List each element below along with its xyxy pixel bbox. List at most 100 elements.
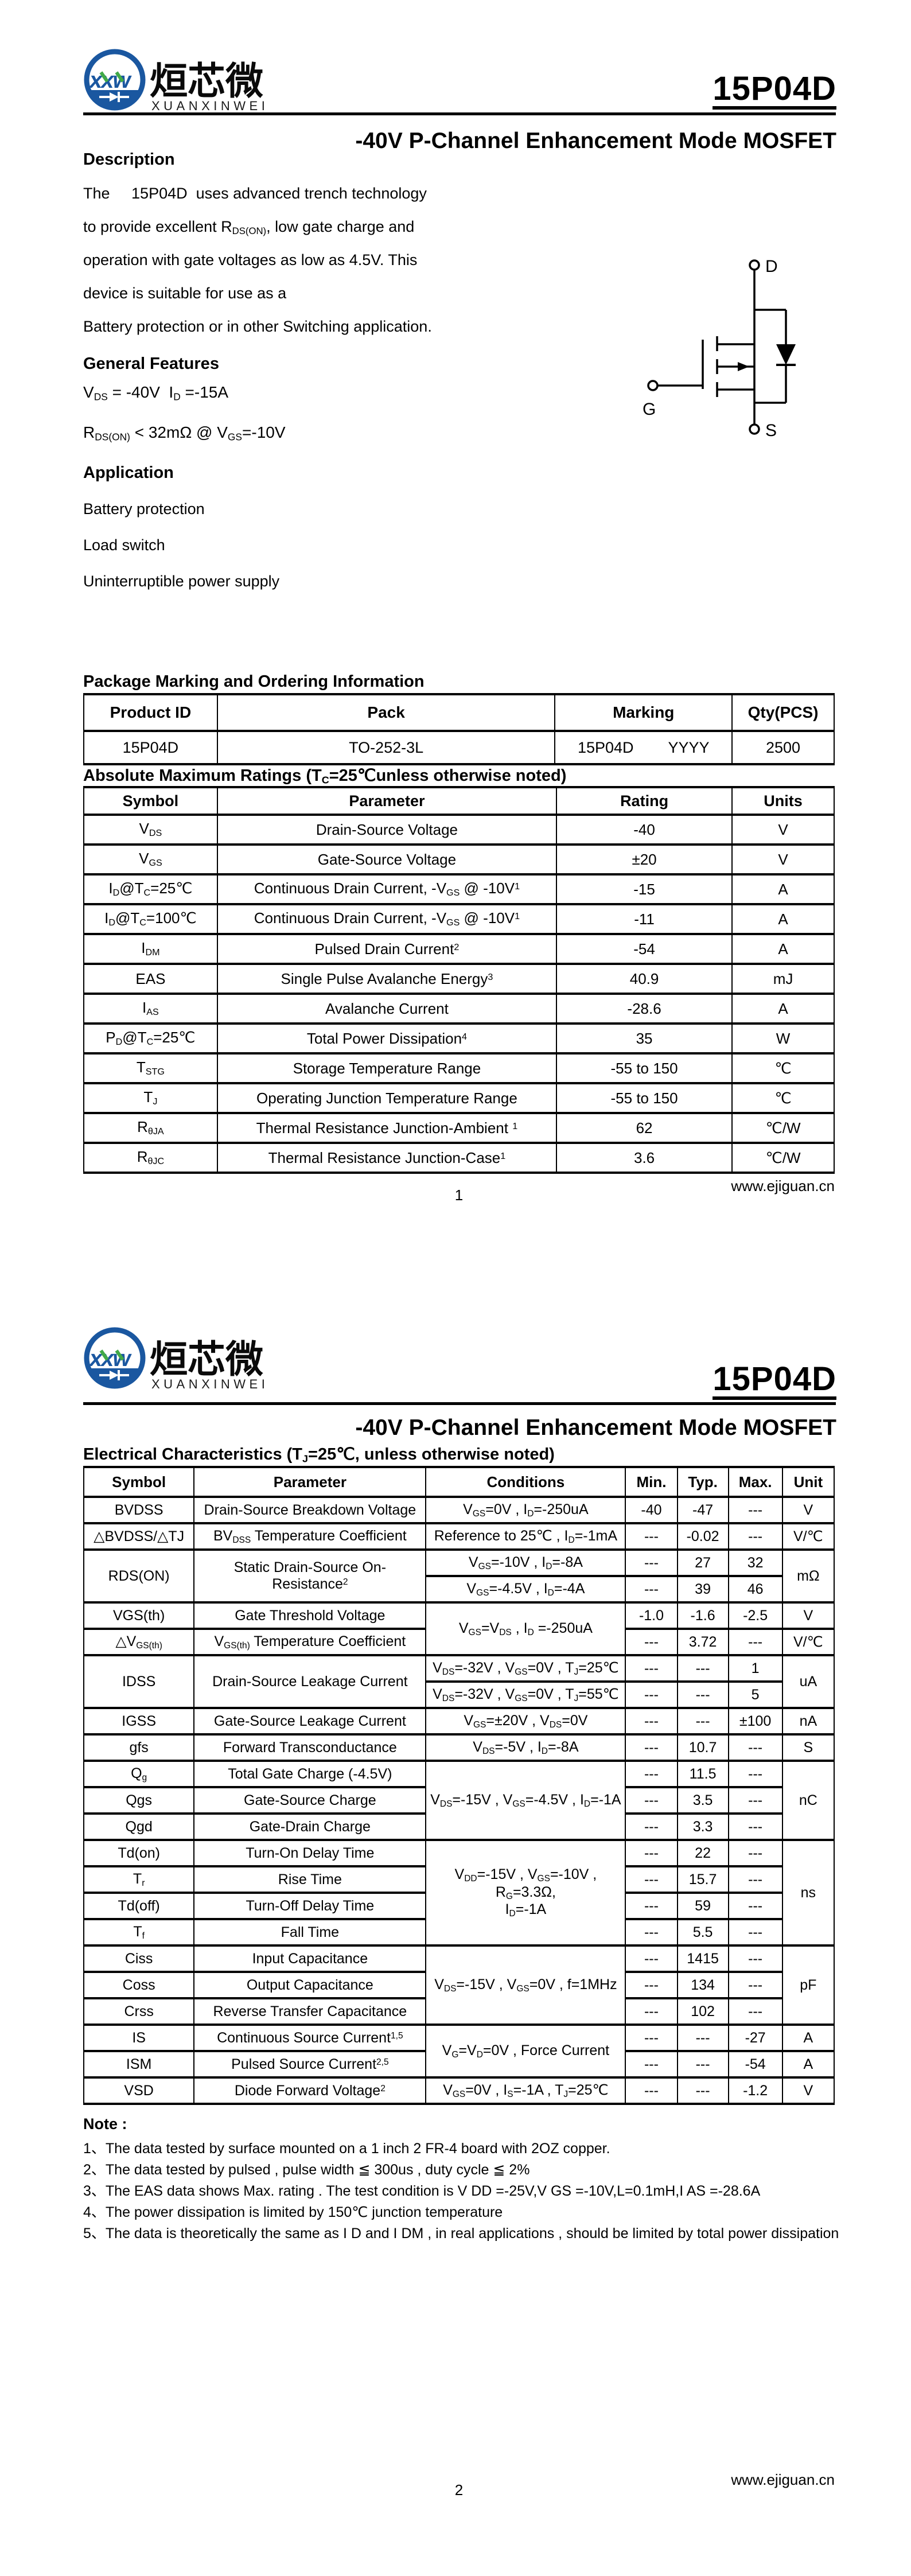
table-cell: --- bbox=[625, 1918, 678, 1947]
table-cell: 3.3 bbox=[676, 1812, 729, 1841]
text-line: device is suitable for use as a bbox=[83, 285, 287, 302]
table-row: IAS Avalanche Current -28.6 A bbox=[83, 993, 835, 1025]
table-cell: 1 bbox=[727, 1654, 783, 1683]
table-cell: --- bbox=[625, 1654, 678, 1683]
logo-ring-icon bbox=[84, 1327, 146, 1389]
table-cell: --- bbox=[727, 1839, 783, 1867]
page-number: 2 bbox=[454, 2481, 464, 2499]
table-cell: -47 bbox=[676, 1496, 729, 1524]
table-cell: --- bbox=[676, 2076, 729, 2105]
table-cell: Avalanche Current bbox=[216, 993, 558, 1025]
table-cell: Continuous Drain Current, -VGS @ -10V1 bbox=[216, 873, 558, 905]
text-line: 4、The power dissipation is limited by 15… bbox=[83, 2204, 503, 2220]
table-cell: Turn-On Delay Time bbox=[193, 1839, 427, 1867]
table-cell: Td(on) bbox=[83, 1839, 195, 1867]
table-row: EAS Single Pulse Avalanche Energy3 40.9 mJ bbox=[83, 963, 835, 995]
table-cell: 32 bbox=[727, 1548, 783, 1577]
column-header: Symbol bbox=[83, 786, 218, 816]
table-cell: Crss bbox=[83, 1997, 195, 2026]
table-cell: -55 to 150 bbox=[556, 1082, 733, 1114]
table-cell: VGS(th) bbox=[83, 1601, 195, 1630]
logo-green-accent-icon bbox=[99, 1349, 109, 1361]
table-cell: VDS=-5V , ID=-8A bbox=[425, 1733, 626, 1762]
table-cell: TO-252-3L bbox=[216, 730, 556, 765]
absolute-maximum-ratings-table: Symbol Parameter Rating Units VDS Drain-Sourc… bbox=[83, 786, 835, 1174]
table-cell: 5 bbox=[727, 1680, 783, 1709]
table-cell: --- bbox=[625, 1971, 678, 1999]
footer-website: www.ejiguan.cn bbox=[731, 1177, 835, 1194]
table-cell: --- bbox=[676, 2024, 729, 2052]
part-number: 15P04D bbox=[713, 72, 836, 110]
text-line: 2、The data tested by pulsed , pulse widt… bbox=[83, 2162, 530, 2178]
column-header: Pack bbox=[216, 693, 556, 732]
table-cell: IAS bbox=[83, 993, 218, 1025]
table-cell: VDS bbox=[83, 814, 218, 846]
table-cell: Pulsed Drain Current2 bbox=[216, 933, 558, 965]
brand-name-en: XUANXINWEI bbox=[151, 99, 268, 113]
logo-abbr: xxw bbox=[88, 68, 132, 93]
table-cell: Ciss bbox=[83, 1944, 195, 1973]
electrical-characteristics-table: Symbol Parameter Conditions Min. Typ. Max. Uni… bbox=[83, 1466, 835, 2105]
table-cell: A bbox=[731, 933, 835, 965]
table-header-row: Symbol Parameter Rating Units bbox=[83, 786, 835, 816]
brand-name-cn: 烜芯微 bbox=[150, 60, 263, 102]
application-text: Battery protection Load switch Uninterrupt… bbox=[83, 500, 559, 609]
table-cell: A bbox=[781, 2024, 835, 2052]
table-row: RDS(ON) Static Drain-Source On-Resistance… bbox=[83, 1548, 835, 1604]
table-cell: RDS(ON) bbox=[83, 1548, 195, 1604]
table-row: Crss Reverse Transfer Capacitance --- 102 --… bbox=[83, 1997, 834, 2026]
table-cell: Turn-Off Delay Time bbox=[193, 1892, 427, 1920]
footer-website: www.ejiguan.cn bbox=[731, 2471, 835, 2488]
description-text: The 15P04D uses advanced trench technolo… bbox=[83, 185, 559, 351]
table-cell: Gate-Source Leakage Current bbox=[193, 1707, 427, 1736]
table-row: ISM Pulsed Source Current2,5 --- --- -54 A bbox=[83, 2050, 835, 2079]
doc-subtitle: -40V P-Channel Enhancement Mode MOSFET bbox=[355, 129, 836, 153]
text-line: Battery protection or in other Switching… bbox=[83, 318, 432, 335]
table-row: gfs Forward Transconductance VDS=-5V , ID=… bbox=[83, 1733, 835, 1762]
table-cell: Tr bbox=[83, 1865, 195, 1894]
table-cell: 3.5 bbox=[676, 1786, 729, 1815]
table-cell: IDSS bbox=[83, 1654, 195, 1709]
logo-ring-icon bbox=[84, 49, 146, 111]
table-cell: Input Capacitance bbox=[193, 1944, 427, 1973]
table-cell: RθJA bbox=[83, 1112, 218, 1144]
table-row: Ciss Input Capacitance VDS=-15V , VGS=0V ,… bbox=[83, 1944, 835, 2026]
table-cell: 2500 bbox=[731, 730, 835, 765]
table-cell: V/℃ bbox=[781, 1522, 835, 1551]
column-header: Parameter bbox=[216, 786, 558, 816]
table-cell: ℃/W bbox=[731, 1112, 835, 1144]
table-cell: 10.7 bbox=[676, 1733, 729, 1762]
table-cell: 62 bbox=[556, 1112, 733, 1144]
section-title-description: Description bbox=[83, 150, 175, 169]
table-cell: Diode Forward Voltage2 bbox=[193, 2076, 427, 2105]
terminal-label-gate: G bbox=[643, 400, 656, 419]
table-cell: --- bbox=[625, 1786, 678, 1815]
table-row: △VGS(th) VGS(th) Temperature Coefficient -… bbox=[83, 1628, 835, 1656]
logo-abbr: xxw bbox=[88, 1346, 132, 1371]
table-cell: --- bbox=[727, 1522, 783, 1551]
logo-green-accent-icon bbox=[115, 71, 124, 83]
table-cell: --- bbox=[727, 1892, 783, 1920]
logo-green-accent-icon bbox=[115, 1349, 124, 1361]
table-cell: 15.7 bbox=[676, 1865, 729, 1894]
table-cell: --- bbox=[727, 1786, 783, 1815]
table-cell: Continuous Drain Current, -VGS @ -10V1 bbox=[216, 903, 558, 935]
table-row: Qgd Gate-Drain Charge --- 3.3 --- bbox=[83, 1812, 834, 1841]
table-cell: Drain-Source Breakdown Voltage bbox=[193, 1496, 427, 1524]
text-line: 1、The data tested by surface mounted on … bbox=[83, 2141, 610, 2157]
table-cell: 3.72 bbox=[676, 1628, 729, 1656]
table-row: 15P04D TO-252-3L 15P04D YYYY 2500 bbox=[83, 730, 835, 765]
table-cell: W bbox=[731, 1022, 835, 1054]
notes-text: 1、The data tested by surface mounted on … bbox=[83, 2137, 863, 2243]
table-cell: ID@TC=100℃ bbox=[83, 903, 218, 935]
column-header: Symbol bbox=[83, 1466, 195, 1498]
table-cell: pF bbox=[781, 1944, 835, 2026]
part-number: 15P04D bbox=[713, 1363, 836, 1400]
table-row: PD@TC=25℃ Total Power Dissipation4 35 W bbox=[83, 1022, 835, 1054]
brand-name-cn: 烜芯微 bbox=[150, 1338, 263, 1380]
table-cell: -0.02 bbox=[676, 1522, 729, 1551]
table-cell: ℃/W bbox=[731, 1142, 835, 1174]
table-row: ID@TC=25℃ Continuous Drain Current, -VGS … bbox=[83, 873, 835, 905]
table-row: Td(off) Turn-Off Delay Time --- 59 --- bbox=[83, 1892, 834, 1920]
